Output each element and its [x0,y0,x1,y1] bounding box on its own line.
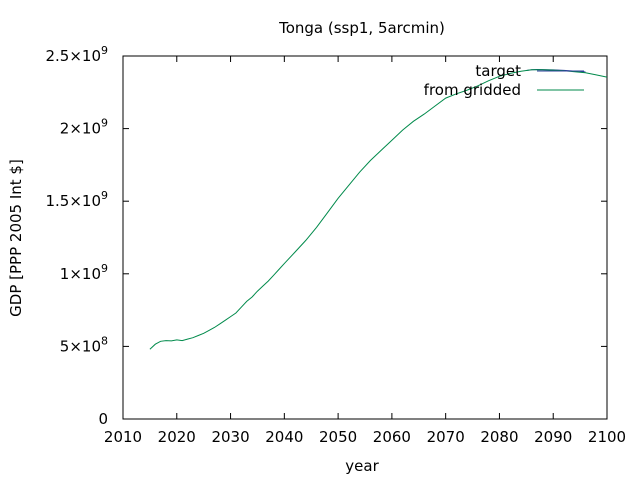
y-tick-label: 2×109 [60,117,108,138]
y-tick-label: 2.5×109 [45,44,108,65]
y-tick-label: 1×109 [60,262,108,283]
chart-title: Tonga (ssp1, 5arcmin) [278,19,445,37]
x-tick-label: 2090 [534,428,572,446]
y-axis-label: GDP [PPP 2005 Int $] [7,159,25,317]
y-tick-label: 0 [98,410,108,428]
x-tick-label: 2010 [104,428,142,446]
series-lines [149,68,607,350]
plot-frame [122,55,608,420]
x-tick-label: 2050 [319,428,357,446]
y-axis: 0 5×108 1×109 1.5×109 2×109 2.5×109 [45,44,607,428]
y-tick-label: 5×108 [60,334,108,355]
legend-label: from gridded [424,81,521,99]
x-tick-label: 2080 [480,428,518,446]
legend-label: target [475,62,521,80]
x-tick-label: 2060 [373,428,411,446]
y-tick-label: 1.5×109 [45,189,108,210]
x-axis-label: year [345,457,379,475]
x-tick-label: 2070 [427,428,465,446]
series-line-from-gridded [149,69,607,350]
x-tick-label: 2040 [265,428,303,446]
x-tick-label: 2100 [588,428,626,446]
x-axis: 2010 2020 2030 2040 2050 2060 2070 2080 2090 2100 [104,56,626,446]
x-tick-label: 2020 [158,428,196,446]
x-tick-label: 2030 [211,428,249,446]
plot-area [122,55,608,420]
